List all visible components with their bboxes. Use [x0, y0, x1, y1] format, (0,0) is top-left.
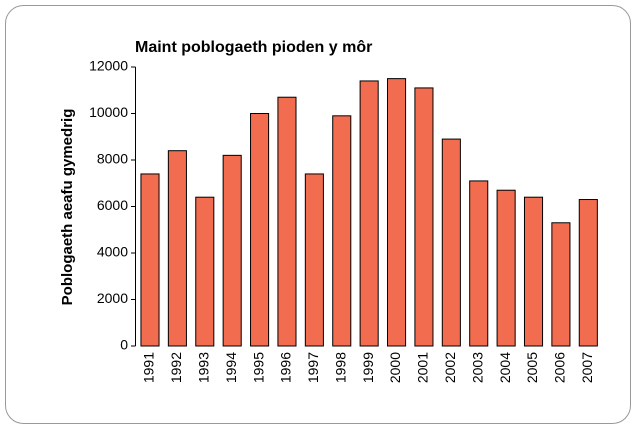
bar: [250, 113, 270, 347]
y-axis-label: Poblogaeth aeafu gymedrig: [59, 109, 76, 306]
x-tick-label: 2000: [387, 352, 403, 383]
y-tick-label: 6000: [97, 197, 128, 213]
x-tick-label: 2001: [415, 352, 431, 383]
bar: [222, 154, 242, 347]
x-tick-label: 2002: [442, 352, 458, 383]
x-tick-label: 2004: [497, 352, 513, 383]
x-tick-label: 1995: [250, 352, 266, 383]
bar: [578, 199, 598, 347]
x-tick-label: 1994: [223, 352, 239, 383]
x-tick-label: 1992: [168, 352, 184, 383]
x-tick-label: 1998: [332, 352, 348, 383]
bar: [387, 78, 407, 347]
bar: [140, 173, 160, 347]
bar: [332, 115, 352, 347]
bar: [277, 96, 297, 347]
bar: [523, 196, 544, 347]
bar: [496, 189, 516, 347]
y-tick-label: 4000: [97, 244, 128, 260]
x-tick-label: 1991: [141, 352, 157, 383]
x-tick-label: 2005: [524, 352, 540, 383]
x-tick-label: 2007: [579, 352, 595, 383]
bar: [195, 196, 215, 347]
bar: [304, 173, 324, 347]
bar: [551, 222, 571, 347]
bar: [167, 150, 187, 347]
y-tick-label: 0: [120, 337, 128, 353]
x-tick-label: 1997: [305, 352, 321, 383]
bar: [359, 80, 379, 347]
x-tick-label: 1996: [278, 352, 294, 383]
chart-title: Maint poblogaeth pioden y môr: [135, 39, 372, 56]
bar: [414, 87, 434, 347]
y-tick-label: 12000: [89, 58, 128, 74]
x-tick-label: 1993: [195, 352, 211, 383]
y-tick-label: 8000: [97, 151, 128, 167]
bar: [469, 180, 489, 347]
y-tick-label: 10000: [89, 104, 128, 120]
y-tick-label: 2000: [97, 290, 128, 306]
x-tick-label: 2003: [469, 352, 485, 383]
x-tick-label: 1999: [360, 352, 376, 383]
x-tick-label: 2006: [552, 352, 568, 383]
bar: [441, 138, 461, 347]
